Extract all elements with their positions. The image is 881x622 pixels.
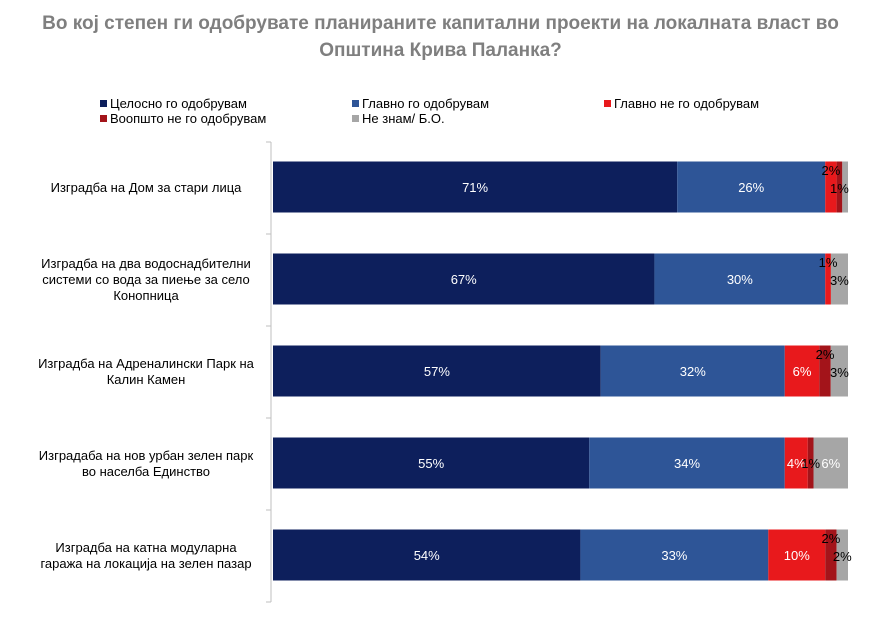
bar-segment-главно-не-го-одобрувам	[825, 161, 837, 213]
data-label: 67%	[451, 272, 477, 287]
legend-label-главно-го-одобрувам: Главно го одобрувам	[362, 96, 489, 111]
data-label: 4%	[787, 456, 806, 471]
bar-segment-воопшто-не-го-одобрувам	[819, 345, 831, 397]
legend-swatch-не-знам-б-о	[352, 115, 359, 122]
category-label: Изградба на Дом за стари лица	[51, 180, 243, 195]
bar-segment-не-знам-б-о	[830, 345, 848, 397]
category-label: системи со вода за пиење за село	[42, 272, 250, 287]
bar-segment-воопшто-не-го-одобрувам	[825, 529, 837, 581]
bar-segment-главно-го-одобрувам	[600, 345, 785, 397]
category-label: Изградба на два водоснадбителни	[41, 256, 251, 271]
data-label: 34%	[674, 456, 700, 471]
chart-title-line-1: Во кој степен ги одобрувате планираните …	[42, 13, 839, 34]
bar-segment-целосно-го-одобрувам	[273, 529, 581, 581]
bar-segment-целосно-го-одобрувам	[273, 437, 590, 489]
bar-segment-главно-не-го-одобрувам	[784, 345, 820, 397]
bar-segment-целосно-го-одобрувам	[273, 345, 601, 397]
bar-segment-главно-не-го-одобрувам	[784, 437, 808, 489]
legend-label-целосно-го-одобрувам: Целосно го одобрувам	[110, 96, 247, 111]
bar-segment-главно-не-го-одобрувам	[768, 529, 826, 581]
data-label: 33%	[661, 548, 687, 563]
bar-segment-не-знам-б-о	[842, 161, 848, 213]
bar-segment-целосно-го-одобрувам	[273, 161, 678, 213]
legend-label-воопшто-не-го-одобрувам: Воопшто не го одобрувам	[110, 111, 266, 126]
legend-label-главно-не-го-одобрувам: Главно не го одобрувам	[614, 96, 759, 111]
bar-segment-не-знам-б-о	[836, 529, 848, 581]
data-label: 2%	[816, 347, 835, 362]
legend-swatch-главно-го-одобрувам	[352, 100, 359, 107]
data-label: 1%	[830, 181, 849, 196]
data-label: 1%	[801, 456, 820, 471]
category-label: Конопница	[113, 288, 179, 303]
data-label: 3%	[830, 273, 849, 288]
bar-segment-целосно-го-одобрувам	[273, 253, 655, 305]
data-label: 3%	[830, 365, 849, 380]
bar-segment-главно-го-одобрувам	[580, 529, 769, 581]
data-label: 71%	[462, 180, 488, 195]
data-label: 32%	[680, 364, 706, 379]
category-label: Изградаба на нов урбан зелен парк	[39, 448, 254, 463]
category-label: Калин Камен	[107, 372, 186, 387]
data-label: 1%	[819, 255, 838, 270]
data-label: 2%	[833, 549, 852, 564]
bar-segment-воопшто-не-го-одобрувам	[836, 161, 843, 213]
chart-title-line-2: Општина Крива Паланка?	[319, 40, 562, 61]
bar-segment-не-знам-б-о	[813, 437, 848, 489]
data-label: 2%	[822, 163, 841, 178]
legend-swatch-главно-не-го-одобрувам	[604, 100, 611, 107]
data-label: 57%	[424, 364, 450, 379]
data-label: 6%	[793, 364, 812, 379]
legend-swatch-целосно-го-одобрувам	[100, 100, 107, 107]
bar-segment-главно-го-одобрувам	[654, 253, 826, 305]
data-label: 30%	[727, 272, 753, 287]
category-label: во населба Единство	[82, 464, 210, 479]
category-label: Изградба на Адреналински Парк на	[38, 356, 255, 371]
bar-segment-главно-не-го-одобрувам	[825, 253, 831, 305]
data-label: 26%	[738, 180, 764, 195]
legend-label-не-знам-б-о: Не знам/ Б.О.	[362, 111, 445, 126]
bar-segment-главно-го-одобрувам	[589, 437, 785, 489]
data-label: 6%	[821, 456, 840, 471]
category-label: Изградба на катна модуларна	[55, 540, 237, 555]
bar-segment-не-знам-б-о	[830, 253, 848, 305]
category-label: гаража на локација на зелен пазар	[40, 556, 251, 571]
data-label: 2%	[822, 531, 841, 546]
bar-segment-главно-го-одобрувам	[677, 161, 826, 213]
data-label: 10%	[784, 548, 810, 563]
legend-swatch-воопшто-не-го-одобрувам	[100, 115, 107, 122]
data-label: 54%	[414, 548, 440, 563]
chart-title: Во кој степен ги одобрувате планираните …	[0, 10, 881, 64]
bar-segment-воопшто-не-го-одобрувам	[807, 437, 814, 489]
data-label: 55%	[418, 456, 444, 471]
